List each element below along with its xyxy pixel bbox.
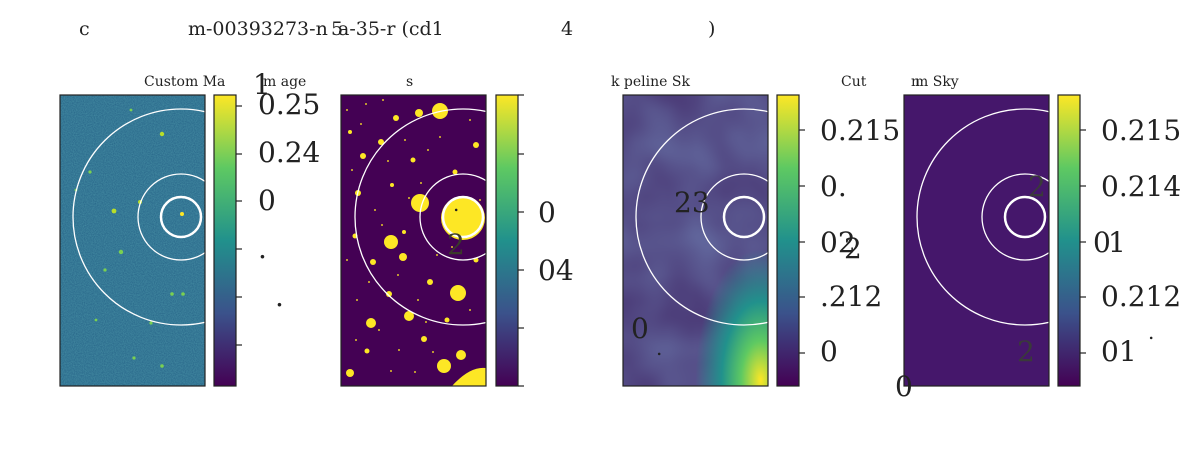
panel4-stray-label-3: 0 bbox=[895, 370, 913, 403]
panel1-cbar-tick-5: . bbox=[275, 280, 284, 313]
panel4-cbar-tick-6: 01 bbox=[1101, 335, 1137, 368]
panel3-cbar-tick-1: 0.215 bbox=[820, 114, 901, 147]
panel2-stray-label: 2 bbox=[447, 228, 465, 261]
panel4-cbar-tick-5: 0.212 bbox=[1101, 280, 1182, 313]
panel3-cbar-tick-4: .212 bbox=[820, 280, 883, 313]
suptitle-fragment-2: m-00393273-n bbox=[188, 18, 328, 40]
panel1-cbar-tick-3: 0 bbox=[258, 184, 276, 217]
panel4-stray-dot: . bbox=[1148, 320, 1155, 344]
panel2-cbar-tick-1: 0 bbox=[538, 196, 556, 229]
panel2-mask-speckle bbox=[346, 99, 481, 373]
panel4-cbar-tick-2: 0.214 bbox=[1101, 170, 1182, 203]
panel4-cbar-tick-4: 1 bbox=[1108, 226, 1126, 259]
panel2-annuli bbox=[354, 108, 486, 326]
panel3-cbar-tick-3: 02 bbox=[820, 226, 856, 259]
panel4-image bbox=[903, 94, 1050, 387]
panel4-title-b: n bbox=[911, 74, 921, 90]
panel1-annuli bbox=[72, 108, 205, 326]
panel3-cbar-tick-5: 0 bbox=[820, 335, 838, 368]
panel4-title-c: m Sky bbox=[915, 74, 959, 90]
panel4-stray-label-2: 2 bbox=[1017, 335, 1035, 368]
panel3-image bbox=[622, 94, 769, 387]
suptitle-fragment-3: 5 bbox=[331, 18, 344, 40]
panel3-stray-label-3: 0 bbox=[631, 312, 649, 345]
panel4-cbar-tick-1: 0.215 bbox=[1101, 114, 1182, 147]
panel2-stray-dot: . bbox=[453, 192, 460, 216]
panel1-cbar-tick-4: . bbox=[258, 232, 267, 265]
suptitle-fragment-6: ) bbox=[708, 18, 716, 40]
panel3-title: k peline Sk bbox=[611, 74, 690, 90]
panel1-stray-label: 1 bbox=[253, 68, 271, 101]
panel4-cbar-tick-3: 0 bbox=[1093, 226, 1111, 259]
panel3-annuli bbox=[635, 108, 768, 326]
panel3-stray-dot: . bbox=[656, 336, 663, 360]
panel2-colorbar bbox=[495, 94, 524, 387]
panel1-stars bbox=[74, 108, 185, 368]
panel4-stray-label-1: 2 bbox=[1028, 170, 1046, 203]
panel4-colorbar bbox=[1057, 94, 1086, 387]
panel1-cbar-tick-1: 0.25 bbox=[258, 88, 321, 121]
panel2-title: s bbox=[406, 74, 414, 90]
panel1-colorbar bbox=[213, 94, 242, 387]
panel3-colorbar bbox=[776, 94, 805, 387]
panel2-mask-sources bbox=[346, 103, 486, 386]
panel1-title-b: m age bbox=[263, 74, 307, 90]
panel1-title-a: Custom Ma bbox=[144, 74, 226, 90]
suptitle-fragment-4: a-35-r (cd1 bbox=[338, 18, 444, 40]
panel3-stray-label-2: 2 bbox=[844, 232, 862, 265]
panel4-title-a: Cut bbox=[841, 74, 867, 90]
panel3-stray-label-1: 23 bbox=[674, 186, 710, 219]
panel2-image bbox=[340, 94, 487, 387]
panel3-cbar-tick-2: 0. bbox=[820, 170, 847, 203]
panel1-cbar-tick-2: 0.24 bbox=[258, 136, 321, 169]
suptitle-fragment-5: 4 bbox=[561, 18, 574, 40]
panel2-cbar-tick-2: 04 bbox=[538, 254, 574, 287]
panel4-annuli bbox=[916, 108, 1049, 326]
panel1-image bbox=[59, 94, 206, 387]
suptitle-fragment-1: c bbox=[79, 18, 90, 40]
